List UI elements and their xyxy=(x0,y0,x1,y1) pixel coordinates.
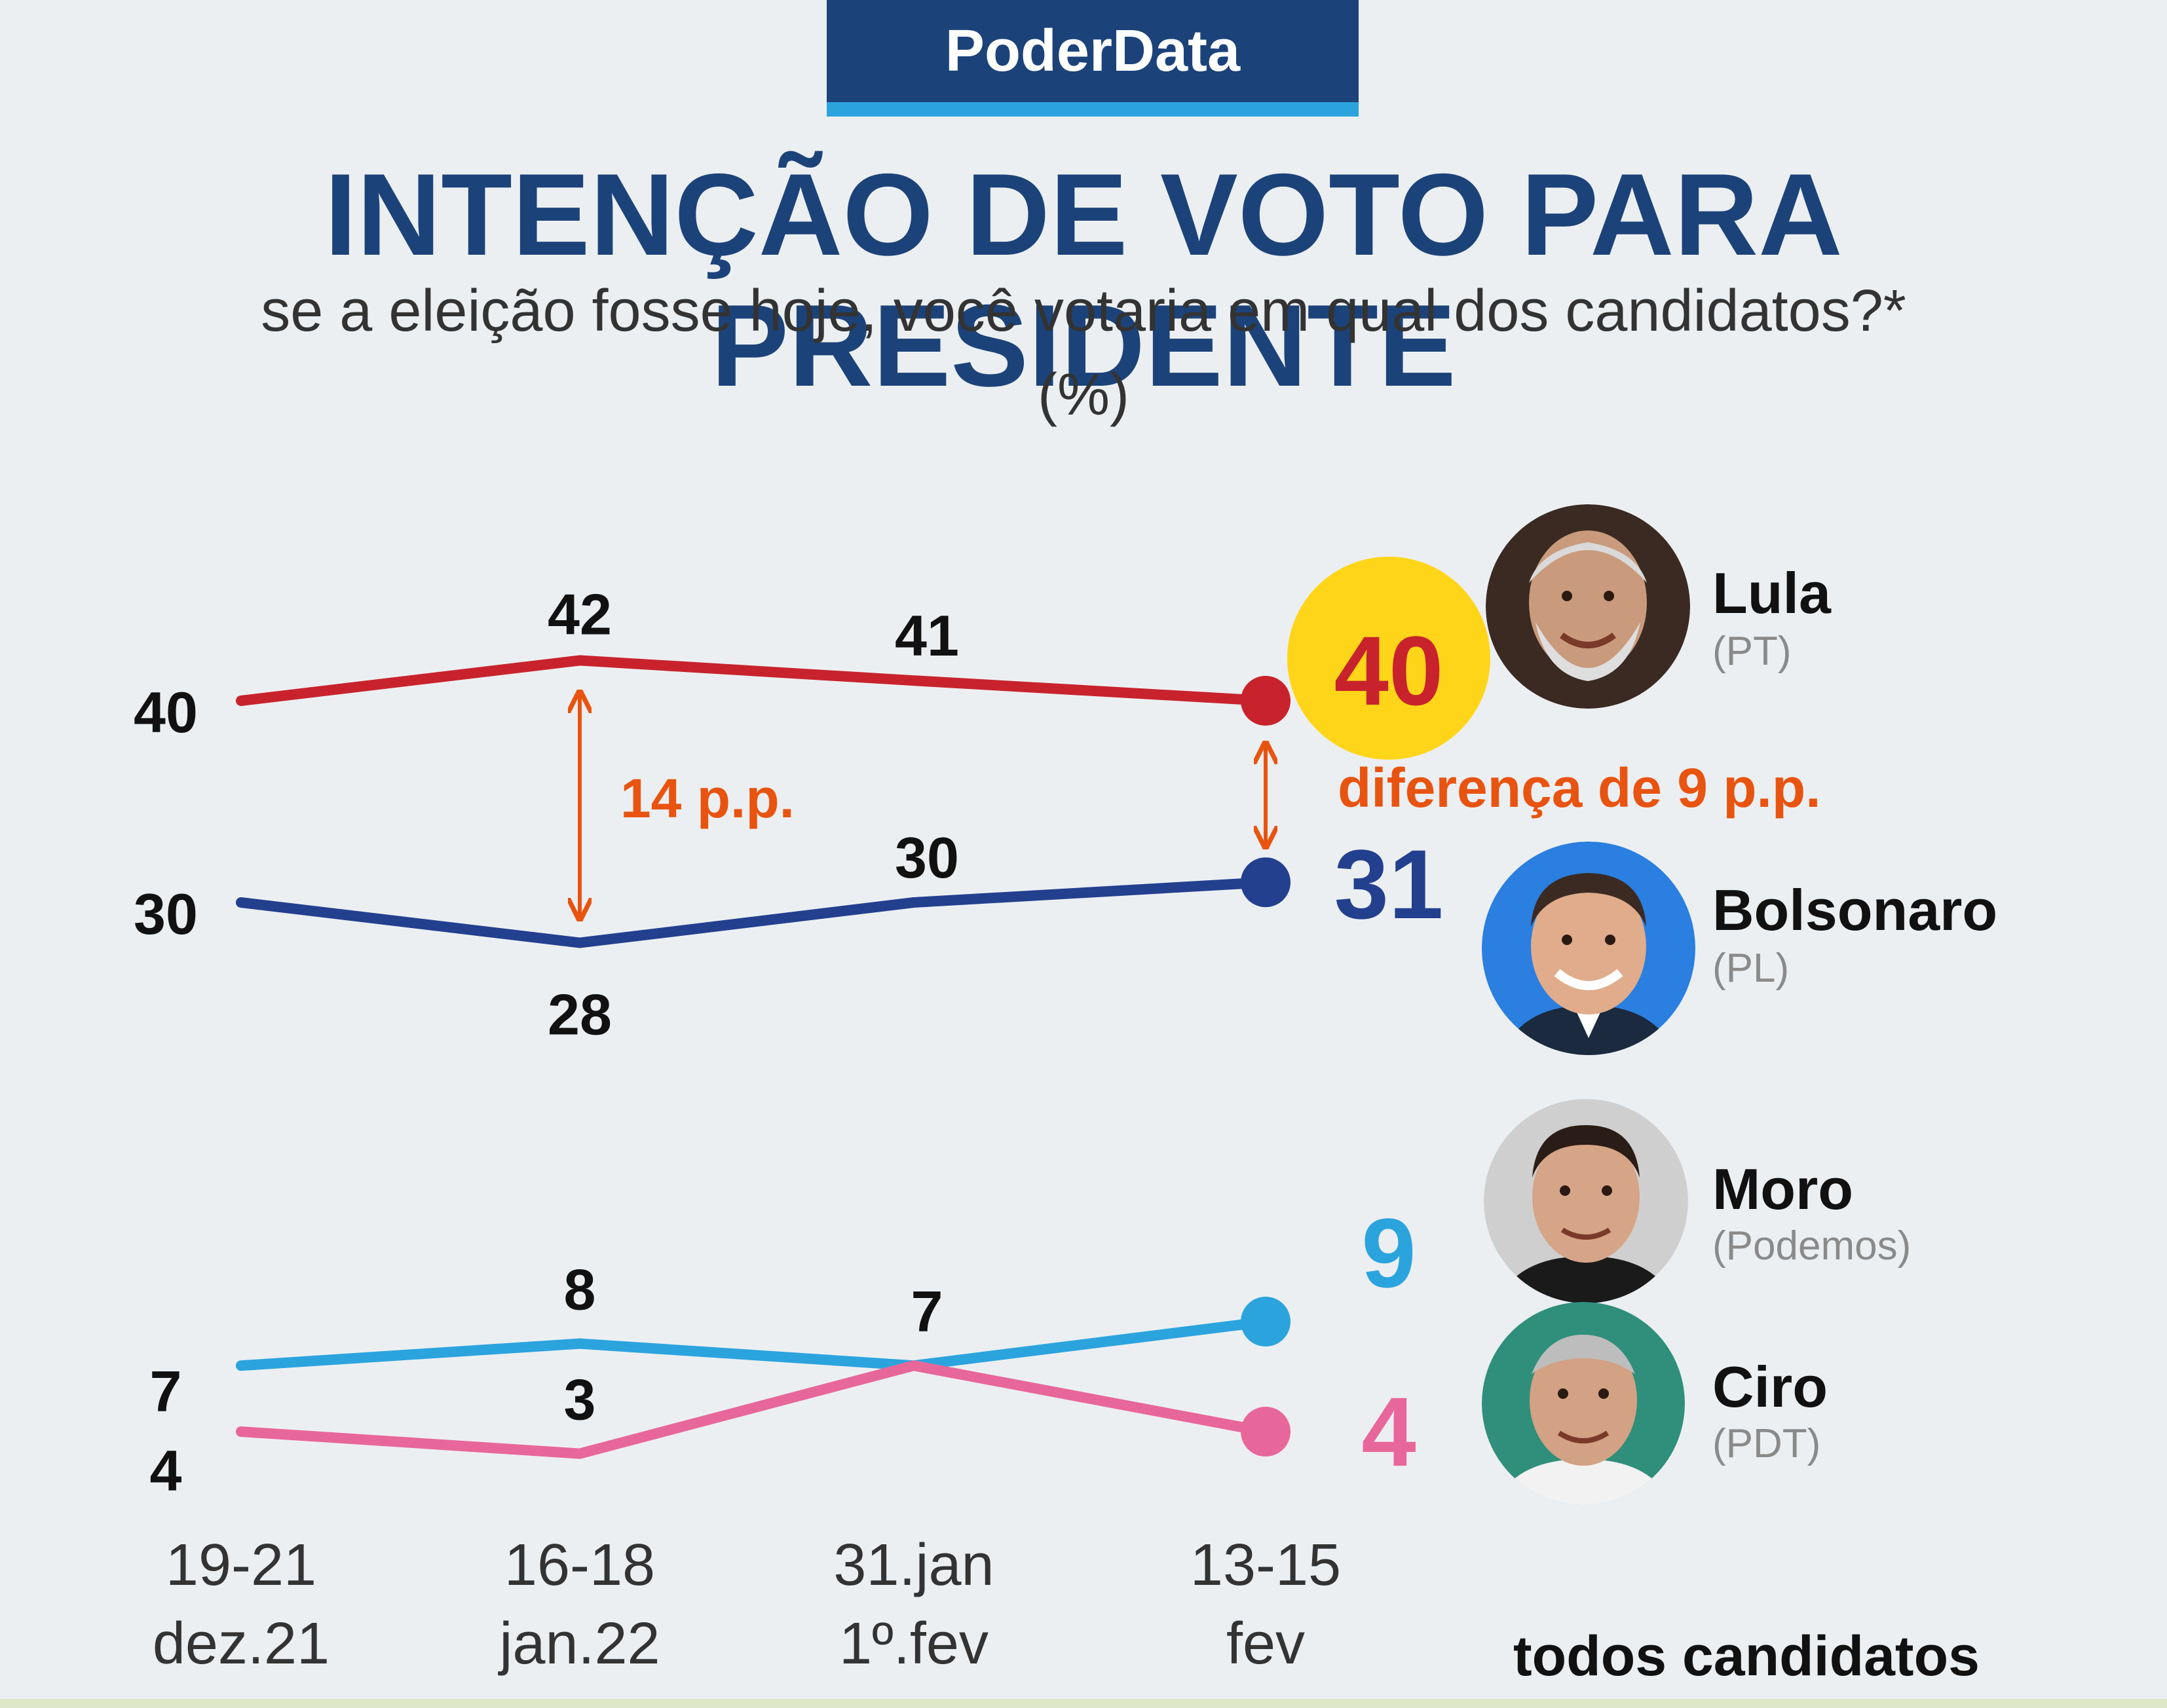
chart-title: INTENÇÃO DE VOTO PARA PRESIDENTE xyxy=(324,149,1843,411)
lula-final-value: 40 xyxy=(1334,616,1444,726)
x-tick-label-line2-3: fev xyxy=(1226,1611,1305,1677)
unit-label: (%) xyxy=(1038,362,1129,428)
ciro-value-label-1: 3 xyxy=(564,1367,596,1432)
bolsonaro-final-value: 31 xyxy=(1334,829,1444,939)
bolsonaro-value-label-0: 30 xyxy=(134,882,198,946)
chart-subtitle: se a eleição fosse hoje, você votaria em… xyxy=(261,278,1906,344)
bolsonaro-avatar xyxy=(1482,842,1695,1055)
moro-name: Moro xyxy=(1712,1157,1854,1221)
x-tick-label-line1-1: 16-18 xyxy=(504,1532,655,1598)
moro-value-label-1: 8 xyxy=(564,1257,596,1322)
lula-value-label-1: 42 xyxy=(548,582,612,646)
lula-party: (PT) xyxy=(1712,629,1792,674)
lula-name: Lula xyxy=(1712,561,1831,625)
lula-highlight-circle xyxy=(1287,557,1490,760)
difference-label: diferença de 9 p.p. xyxy=(1338,757,1821,819)
ciro-party: (PDT) xyxy=(1712,1421,1821,1466)
lula-line xyxy=(236,655,1271,706)
moro-final-value: 9 xyxy=(1361,1198,1416,1308)
bolsonaro-party: (PL) xyxy=(1712,946,1790,991)
lula-value-label-0: 40 xyxy=(134,680,198,745)
gap-label: 14 p.p. xyxy=(620,768,795,829)
brand-box: PoderData xyxy=(827,0,1359,117)
moro-avatar xyxy=(1484,1099,1688,1303)
bolsonaro-value-label-1: 28 xyxy=(548,982,612,1047)
ciro-name: Ciro xyxy=(1712,1354,1828,1419)
ciro-line xyxy=(236,1360,1271,1459)
bottom-strip xyxy=(0,1699,2167,1708)
x-tick-label-line1-0: 19-21 xyxy=(166,1532,316,1598)
ciro-avatar xyxy=(1482,1302,1685,1505)
lula-value-label-2: 41 xyxy=(895,603,959,668)
brand-logo: PoderData xyxy=(945,18,1241,84)
bolsonaro-line xyxy=(236,877,1271,948)
bolsonaro-name: Bolsonaro xyxy=(1712,878,1998,942)
footer-note: todos candidatos xyxy=(1513,1625,1980,1688)
lula-end-marker xyxy=(1241,676,1291,726)
moro-value-label-0: 7 xyxy=(150,1359,182,1424)
x-tick-label-line1-2: 31.jan xyxy=(833,1532,994,1598)
bolsonaro-end-marker xyxy=(1241,857,1291,908)
moro-end-marker xyxy=(1241,1297,1291,1346)
bolsonaro-value-label-2: 30 xyxy=(895,825,959,890)
x-tick-label-line1-3: 13-15 xyxy=(1190,1532,1341,1598)
moro-party: (Podemos) xyxy=(1712,1223,1912,1269)
ciro-end-marker xyxy=(1241,1407,1291,1457)
ciro-final-value: 4 xyxy=(1361,1377,1416,1487)
ciro-value-label-0: 4 xyxy=(150,1438,182,1503)
moro-line xyxy=(236,1316,1271,1371)
x-tick-label-line2-0: dez.21 xyxy=(153,1611,330,1677)
lula-avatar xyxy=(1486,504,1690,709)
x-tick-label-line2-2: 1º.fev xyxy=(839,1611,989,1677)
x-tick-label-line2-1: jan.22 xyxy=(497,1611,660,1677)
moro-value-label-2: 7 xyxy=(911,1279,943,1344)
